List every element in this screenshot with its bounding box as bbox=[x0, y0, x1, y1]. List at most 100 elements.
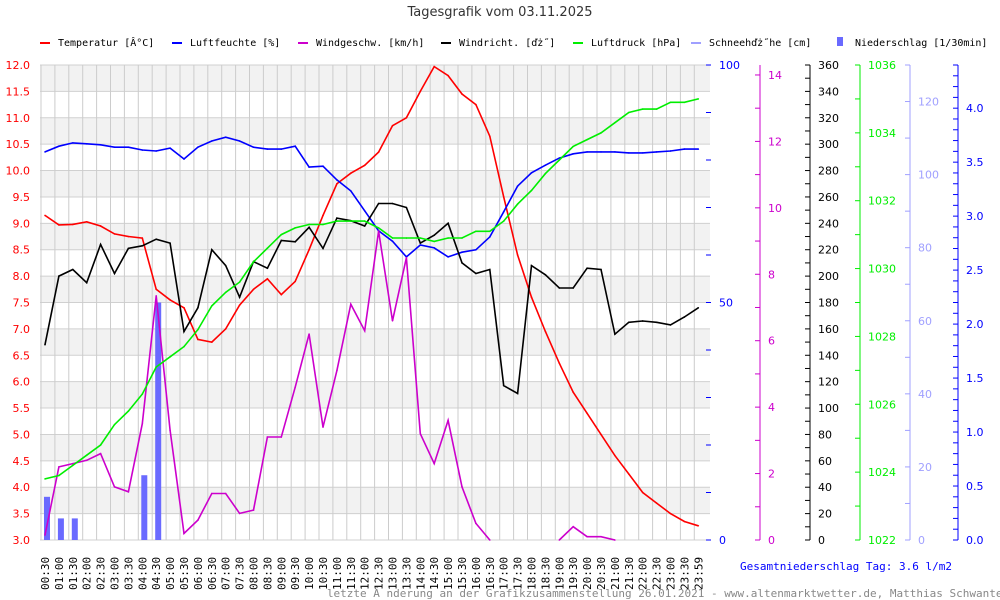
legend-swatch bbox=[691, 42, 701, 44]
x-tick-label: 22:30 bbox=[651, 557, 664, 590]
data-point bbox=[113, 146, 116, 148]
data-point bbox=[655, 502, 658, 504]
pressure-tick-label: 1026 bbox=[868, 398, 896, 411]
wind_dir-tick-label: 20 bbox=[818, 508, 832, 521]
data-point bbox=[238, 512, 241, 515]
data-point bbox=[211, 140, 213, 142]
data-point bbox=[99, 452, 102, 455]
temp-tick-label: 9.5 bbox=[13, 191, 31, 204]
wind_dir-tick-label: 220 bbox=[818, 244, 839, 257]
precip-tick-label: 2.0 bbox=[966, 318, 984, 331]
data-point bbox=[294, 386, 297, 389]
wind_dir-tick-label: 180 bbox=[818, 297, 839, 310]
data-point bbox=[433, 65, 436, 68]
data-point bbox=[391, 319, 394, 322]
data-point bbox=[697, 148, 700, 150]
wind_dir-tick-label: 320 bbox=[818, 112, 839, 125]
temp-tick-label: 4.5 bbox=[13, 455, 31, 468]
data-point bbox=[614, 454, 616, 457]
precip-tick-label: 4.0 bbox=[966, 102, 984, 115]
temp-tick-label: 11.5 bbox=[6, 85, 31, 98]
data-point bbox=[294, 145, 297, 148]
x-tick-label: 05:30 bbox=[178, 557, 191, 590]
data-point bbox=[655, 108, 658, 110]
pressure-tick-label: 1032 bbox=[868, 195, 896, 208]
data-point bbox=[238, 281, 241, 283]
data-point bbox=[99, 444, 102, 446]
data-point bbox=[475, 103, 477, 106]
data-point bbox=[336, 182, 338, 185]
data-point bbox=[211, 248, 213, 251]
x-tick-label: 03:30 bbox=[122, 557, 135, 590]
series-line-Luftdruck bbox=[44, 98, 699, 480]
data-point bbox=[127, 247, 130, 250]
data-point bbox=[461, 262, 463, 264]
data-point bbox=[141, 237, 144, 239]
wind_dir-tick-label: 300 bbox=[818, 138, 839, 151]
x-tick-label: 11:30 bbox=[345, 557, 358, 590]
data-point bbox=[628, 152, 630, 154]
data-point bbox=[363, 220, 366, 222]
data-point bbox=[419, 242, 422, 244]
data-point bbox=[558, 539, 561, 541]
temp-tick-label: 7.5 bbox=[13, 297, 31, 310]
data-point bbox=[85, 459, 88, 462]
data-point bbox=[544, 273, 547, 276]
x-tick-label: 03:00 bbox=[109, 557, 122, 590]
data-point bbox=[85, 220, 88, 223]
snow-tick-label: 120 bbox=[918, 96, 939, 109]
snow-tick-label: 20 bbox=[918, 461, 932, 474]
data-point bbox=[433, 247, 436, 249]
data-point bbox=[530, 264, 533, 267]
data-point bbox=[586, 138, 588, 141]
temp-tick-label: 12.0 bbox=[6, 59, 31, 72]
x-tick-label: 11:00 bbox=[331, 557, 344, 590]
data-point bbox=[697, 98, 700, 100]
temp-tick-label: 6.5 bbox=[13, 349, 31, 362]
data-point bbox=[628, 321, 630, 324]
data-point bbox=[197, 338, 199, 341]
temp-tick-label: 4.0 bbox=[13, 481, 31, 494]
data-point bbox=[336, 220, 338, 222]
temp-tick-label: 10.0 bbox=[6, 165, 31, 178]
data-point bbox=[586, 535, 588, 538]
data-point bbox=[683, 316, 686, 318]
data-point bbox=[280, 239, 283, 242]
data-point bbox=[211, 492, 213, 495]
data-point bbox=[183, 306, 185, 309]
data-point bbox=[628, 473, 630, 475]
data-point bbox=[391, 202, 394, 205]
axes: 3.0 3.5 4.0 4.5 5.0 5.5 6.0 6.5 7.0 7.5 8.0 8.5 9.0 9… bbox=[6, 59, 984, 590]
data-point bbox=[322, 426, 324, 428]
data-point bbox=[558, 362, 561, 364]
data-point bbox=[377, 227, 380, 229]
precip-tick-label: 1.0 bbox=[966, 426, 984, 439]
snow-tick-label: 60 bbox=[918, 315, 932, 328]
temp-tick-label: 5.0 bbox=[13, 428, 31, 441]
data-point bbox=[58, 224, 60, 226]
x-tick-label: 09:00 bbox=[275, 557, 288, 590]
x-tick-label: 22:00 bbox=[637, 557, 650, 590]
x-tick-label: 02:30 bbox=[95, 557, 108, 590]
data-point bbox=[183, 330, 185, 333]
data-point bbox=[141, 244, 144, 247]
data-point bbox=[502, 210, 505, 213]
data-point bbox=[72, 464, 74, 467]
data-point bbox=[489, 539, 491, 541]
temp-tick-label: 9.0 bbox=[13, 217, 31, 230]
humidity-tick-label: 50 bbox=[719, 297, 733, 310]
wind_speed-tick-label: 6 bbox=[768, 335, 775, 348]
legend-label-2: Windgeschw. [km/h] bbox=[316, 38, 424, 49]
data-point bbox=[489, 230, 491, 233]
data-point bbox=[99, 243, 102, 246]
data-point bbox=[155, 295, 157, 297]
x-tick-label: 19:30 bbox=[567, 557, 580, 590]
data-point bbox=[669, 101, 672, 104]
data-point bbox=[516, 185, 519, 187]
wind_dir-tick-label: 160 bbox=[818, 323, 839, 336]
data-point bbox=[183, 532, 185, 535]
wind_speed-tick-label: 14 bbox=[768, 69, 782, 82]
data-point bbox=[155, 288, 157, 291]
data-point bbox=[169, 355, 171, 358]
snow-tick-label: 80 bbox=[918, 242, 932, 255]
